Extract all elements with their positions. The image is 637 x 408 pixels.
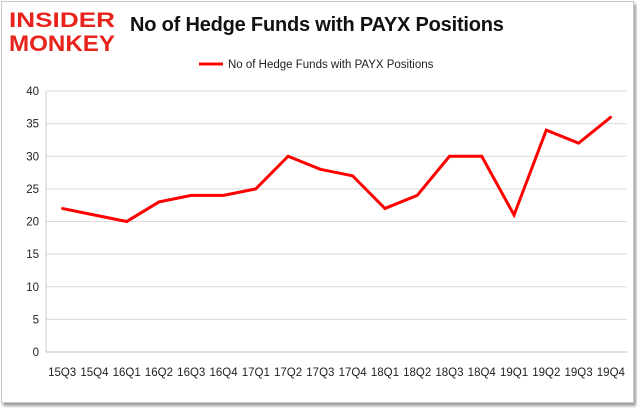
series-group — [60, 115, 613, 224]
data-point — [93, 213, 96, 217]
data-point — [545, 128, 548, 132]
data-point — [480, 155, 483, 158]
data-point — [512, 213, 516, 217]
x-tick-label: 16Q2 — [145, 367, 173, 379]
data-point — [383, 207, 387, 210]
x-tick-label: 15Q3 — [48, 367, 76, 379]
data-point — [415, 194, 419, 197]
y-axis-ticks: 0 5 10 15 20 25 30 35 40 — [26, 86, 39, 359]
insider-monkey-logo: INSIDER MONKEY — [9, 9, 115, 55]
data-point — [448, 155, 451, 158]
x-tick-label: 17Q4 — [339, 367, 368, 379]
x-tick-label: 16Q1 — [113, 367, 141, 379]
y-tick-label: 20 — [26, 217, 39, 229]
y-tick-label: 35 — [26, 119, 39, 131]
y-tick-label: 5 — [33, 314, 39, 326]
x-tick-label: 17Q2 — [274, 367, 302, 379]
data-point — [351, 174, 354, 178]
data-point — [190, 194, 193, 197]
x-tick-label: 18Q4 — [468, 367, 497, 379]
logo-line-1: INSIDER — [9, 9, 115, 32]
x-axis-ticks: 15Q3 15Q4 16Q1 16Q2 16Q3 16Q4 17Q1 17Q2 17Q3 17Q4… — [48, 367, 625, 379]
data-point — [609, 115, 613, 119]
legend-label: No of Hedge Funds with PAYX Positions — [228, 59, 434, 71]
series-line-0 — [61, 115, 612, 224]
x-tick-label: 19Q3 — [565, 367, 593, 379]
x-tick-label: 18Q3 — [435, 367, 463, 379]
data-point — [157, 200, 161, 204]
legend: No of Hedge Funds with PAYX Positions — [199, 59, 434, 71]
x-tick-label: 16Q4 — [209, 367, 238, 379]
logo-line-2: MONKEY — [9, 31, 115, 55]
x-tick-label: 17Q3 — [306, 367, 334, 379]
data-point — [577, 142, 580, 145]
x-tick-label: 16Q3 — [177, 367, 205, 379]
data-point — [125, 220, 128, 223]
y-tick-label: 40 — [26, 86, 39, 98]
y-tick-label: 10 — [26, 282, 39, 294]
x-tick-label: 19Q2 — [532, 367, 560, 379]
y-tick-label: 25 — [26, 184, 39, 196]
x-tick-label: 19Q4 — [597, 367, 626, 379]
y-tick-label: 30 — [26, 151, 39, 163]
x-tick-label: 15Q4 — [80, 367, 109, 379]
data-point — [60, 207, 64, 210]
grid-lines — [46, 90, 627, 320]
y-tick-label: 0 — [33, 347, 39, 359]
chart-frame — [1, 1, 634, 403]
data-point — [254, 187, 258, 191]
data-point — [222, 194, 225, 197]
chart-title: No of Hedge Funds with PAYX Positions — [130, 14, 504, 36]
axes — [45, 91, 627, 353]
x-tick-label: 17Q1 — [242, 367, 270, 379]
x-tick-label: 18Q2 — [403, 367, 431, 379]
y-tick-label: 15 — [26, 249, 39, 261]
data-point — [319, 168, 322, 171]
data-point — [286, 155, 290, 158]
x-tick-label: 18Q1 — [371, 367, 399, 379]
x-tick-label: 19Q1 — [500, 367, 528, 379]
